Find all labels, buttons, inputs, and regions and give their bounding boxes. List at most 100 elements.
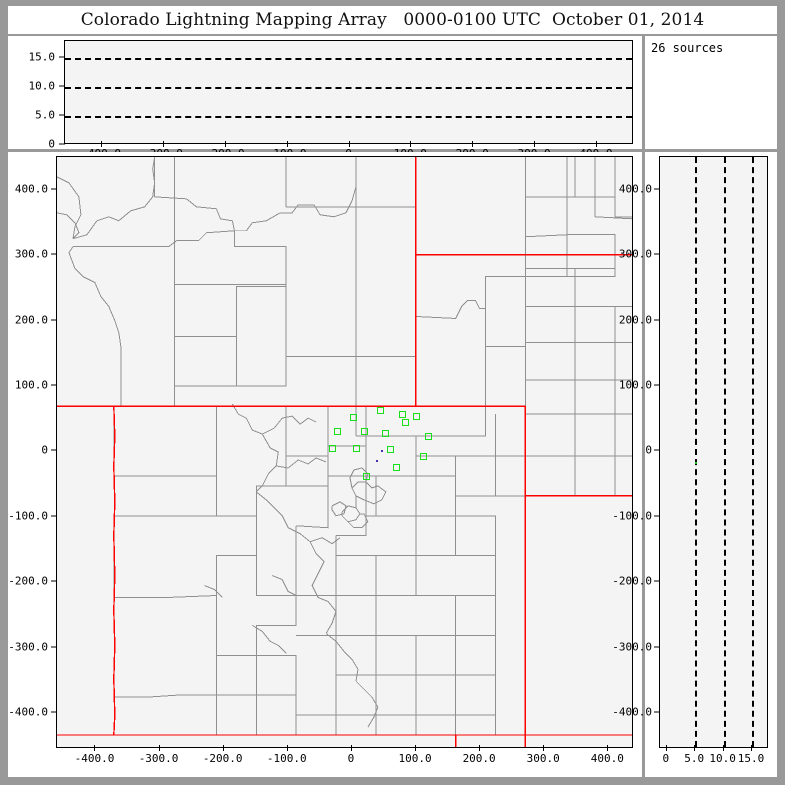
rt-x-axis-tick-1: [694, 745, 696, 751]
rt-x-axis-label-0: 0: [662, 752, 670, 765]
rt-y-axis-label-1: 300.0: [618, 247, 652, 261]
rt-y-axis-label-8: -400.0: [612, 705, 652, 719]
y-axis-tick-0: [59, 143, 65, 145]
map-y-axis-label-5: -100.0: [8, 509, 48, 523]
source-marker-3[interactable]: [349, 413, 357, 421]
gridline-y-1: [65, 87, 632, 90]
gridline-x-0: [695, 157, 698, 747]
map-x-axis-tick-8: [607, 745, 609, 751]
source-marker-1[interactable]: [399, 411, 407, 419]
map-y-axis-label-6: -200.0: [8, 574, 48, 588]
rt-y-axis-tick-1: [654, 253, 660, 255]
x-axis-tick-1: [162, 141, 164, 147]
rt-y-axis-label-0: 400.0: [618, 182, 652, 196]
altitude-east-west-plot: [64, 40, 633, 144]
rt-x-axis-tick-2: [722, 745, 724, 751]
page-title: Colorado Lightning Mapping Array 0000-01…: [80, 10, 705, 30]
map-y-axis-label-7: -300.0: [8, 640, 48, 654]
rt-y-axis-label-2: 200.0: [618, 313, 652, 327]
gridline-x-2: [751, 157, 754, 747]
rt-y-axis-tick-2: [654, 319, 660, 321]
source-marker-4[interactable]: [402, 419, 410, 427]
y-axis-tick-3: [59, 56, 65, 58]
rt-y-axis-tick-8: [654, 711, 660, 713]
map-x-axis-label-2: -200.0: [202, 752, 243, 765]
altitude-north-south-panel: 400.0 300.0 200.0 100.0 0 -100.0 -200.0 -300.0 -…: [612, 152, 777, 777]
x-axis-tick-6: [472, 141, 474, 147]
rt-y-axis-label-7: -300.0: [612, 640, 652, 654]
source-marker-11[interactable]: [386, 445, 394, 453]
map-y-axis-tick-8: [51, 711, 57, 713]
map-x-axis-label-1: -300.0: [138, 752, 179, 765]
map-x-axis-tick-7: [543, 745, 545, 751]
x-axis-tick-7: [534, 141, 536, 147]
map-y-axis-tick-7: [51, 646, 57, 648]
rt-y-axis-tick-3: [654, 384, 660, 386]
map-x-axis-label-7: 300.0: [526, 752, 560, 765]
x-axis-tick-2: [224, 141, 226, 147]
map-x-axis-label-6: 200.0: [462, 752, 496, 765]
rt-y-axis-label-3: 100.0: [618, 378, 652, 392]
map-x-axis-label-5: 100.0: [398, 752, 432, 765]
altitude-north-south-plot: [659, 156, 768, 748]
rt-y-axis-tick-0: [654, 188, 660, 190]
source-marker-5[interactable]: [333, 428, 341, 436]
map-x-axis-label-8: 400.0: [590, 752, 624, 765]
y-axis-label-3: 15.0: [28, 50, 56, 64]
y-axis-label-1: 5.0: [35, 108, 55, 122]
map-y-axis-label-1: 300.0: [14, 247, 48, 261]
sources-label: 26 sources: [651, 41, 724, 55]
station-marker-0: [381, 450, 384, 453]
station-marker-1: [375, 459, 378, 462]
y-axis-label-2: 10.0: [28, 79, 56, 93]
source-marker-8[interactable]: [425, 433, 433, 441]
rt-y-axis-tick-4: [654, 449, 660, 451]
map-x-axis-label-4: 0: [347, 752, 355, 765]
x-axis-tick-3: [286, 141, 288, 147]
x-axis-tick-4: [348, 141, 350, 147]
map-x-axis-tick-1: [158, 745, 160, 751]
y-axis-tick-1: [59, 114, 65, 116]
map-x-axis-tick-6: [479, 745, 481, 751]
map-y-axis-tick-4: [51, 449, 57, 451]
rt-source-point-0: [695, 462, 698, 465]
rt-y-axis-tick-6: [654, 580, 660, 582]
y-axis-label-0: 0: [48, 137, 55, 151]
map-y-axis-tick-1: [51, 253, 57, 255]
rt-y-axis-label-6: -200.0: [612, 574, 652, 588]
source-count-panel: 26 sources: [645, 36, 777, 149]
map-x-axis-tick-3: [286, 745, 288, 751]
map-y-axis-label-8: -400.0: [8, 705, 48, 719]
rt-x-axis-label-2: 10.0: [709, 752, 736, 765]
map-geography: [57, 157, 632, 747]
x-axis-tick-5: [410, 141, 412, 147]
source-marker-6[interactable]: [361, 428, 369, 436]
plan-view-map-plot[interactable]: [56, 156, 633, 748]
source-marker-2[interactable]: [412, 412, 420, 420]
rt-y-axis-tick-7: [654, 646, 660, 648]
map-y-axis-label-2: 200.0: [14, 313, 48, 327]
source-marker-7[interactable]: [382, 429, 390, 437]
source-marker-0[interactable]: [377, 407, 385, 415]
x-axis-tick-0: [101, 141, 103, 147]
rt-x-axis-label-3: 15.0: [737, 752, 765, 765]
map-y-axis-tick-6: [51, 580, 57, 582]
plan-view-map-panel: 400.0 300.0 200.0 100.0 0 -100.0 -200.0 -300.0 -…: [8, 152, 642, 777]
map-y-axis-tick-3: [51, 384, 57, 386]
rt-x-axis-label-1: 5.0: [684, 752, 705, 765]
map-y-axis-label-0: 400.0: [14, 182, 48, 196]
altitude-east-west-panel: 05.010.015.0-400.0-300.0-200.0-100.00100…: [8, 36, 642, 160]
map-x-axis-tick-5: [415, 745, 417, 751]
source-marker-13[interactable]: [393, 463, 401, 471]
x-axis-tick-8: [595, 141, 597, 147]
source-marker-12[interactable]: [420, 453, 428, 461]
rt-x-axis-tick-0: [665, 745, 667, 751]
source-marker-14[interactable]: [362, 472, 370, 480]
rt-y-axis-label-4: 0: [645, 443, 652, 457]
map-x-axis-tick-2: [222, 745, 224, 751]
source-marker-10[interactable]: [352, 445, 360, 453]
source-marker-9[interactable]: [328, 445, 336, 453]
gridline-y-2: [65, 58, 632, 61]
map-x-axis-label-3: -100.0: [266, 752, 307, 765]
